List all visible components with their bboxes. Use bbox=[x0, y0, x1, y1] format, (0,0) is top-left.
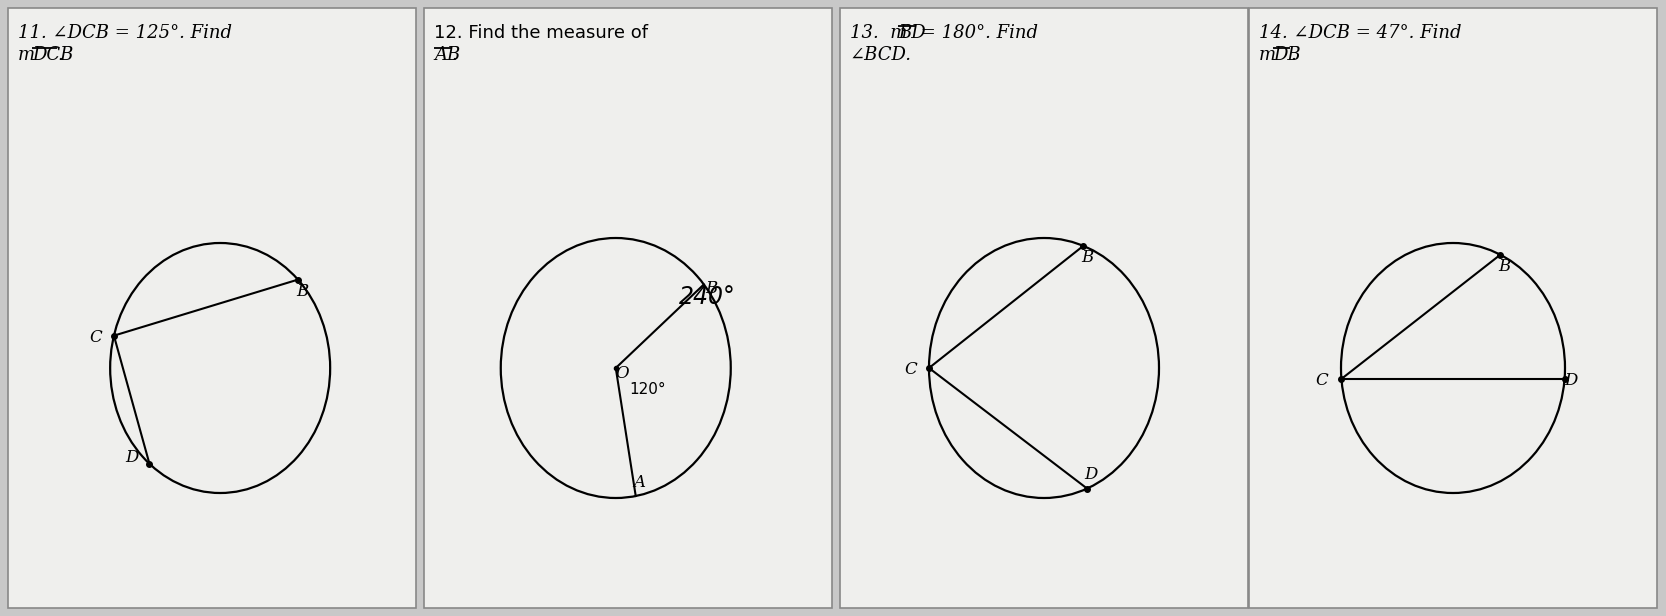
Text: .: . bbox=[58, 46, 63, 64]
Text: 13.  m: 13. m bbox=[850, 24, 908, 42]
Text: D: D bbox=[125, 449, 138, 466]
Text: m: m bbox=[18, 46, 35, 64]
Text: B: B bbox=[297, 283, 308, 300]
Text: B: B bbox=[706, 280, 718, 297]
Text: A: A bbox=[633, 474, 646, 490]
Text: AB: AB bbox=[435, 46, 460, 64]
Text: 11. ∠DCB = 125°. Find: 11. ∠DCB = 125°. Find bbox=[18, 24, 232, 42]
Text: ∠BCD.: ∠BCD. bbox=[850, 46, 911, 64]
Text: B: B bbox=[1498, 258, 1511, 275]
Bar bbox=[1250, 8, 1658, 608]
Text: C: C bbox=[905, 362, 918, 378]
Text: = 180°. Find: = 180°. Find bbox=[915, 24, 1038, 42]
Text: C: C bbox=[1314, 373, 1328, 389]
Text: 240°: 240° bbox=[680, 285, 736, 309]
Text: m: m bbox=[1259, 46, 1276, 64]
Text: BD: BD bbox=[898, 24, 926, 42]
Text: B: B bbox=[1081, 249, 1093, 266]
Bar bbox=[425, 8, 831, 608]
Bar bbox=[8, 8, 416, 608]
Text: 12. Find the measure of: 12. Find the measure of bbox=[435, 24, 648, 42]
Text: 120°: 120° bbox=[630, 382, 666, 397]
Bar bbox=[840, 8, 1248, 608]
Text: DCB: DCB bbox=[32, 46, 73, 64]
Text: C: C bbox=[90, 329, 102, 346]
Text: 14. ∠DCB = 47°. Find: 14. ∠DCB = 47°. Find bbox=[1259, 24, 1461, 42]
Text: D: D bbox=[1564, 373, 1578, 389]
Text: .: . bbox=[1289, 46, 1296, 64]
Text: D: D bbox=[1085, 466, 1098, 483]
Text: O: O bbox=[615, 365, 628, 383]
Text: .: . bbox=[451, 46, 456, 64]
Text: DB: DB bbox=[1273, 46, 1301, 64]
